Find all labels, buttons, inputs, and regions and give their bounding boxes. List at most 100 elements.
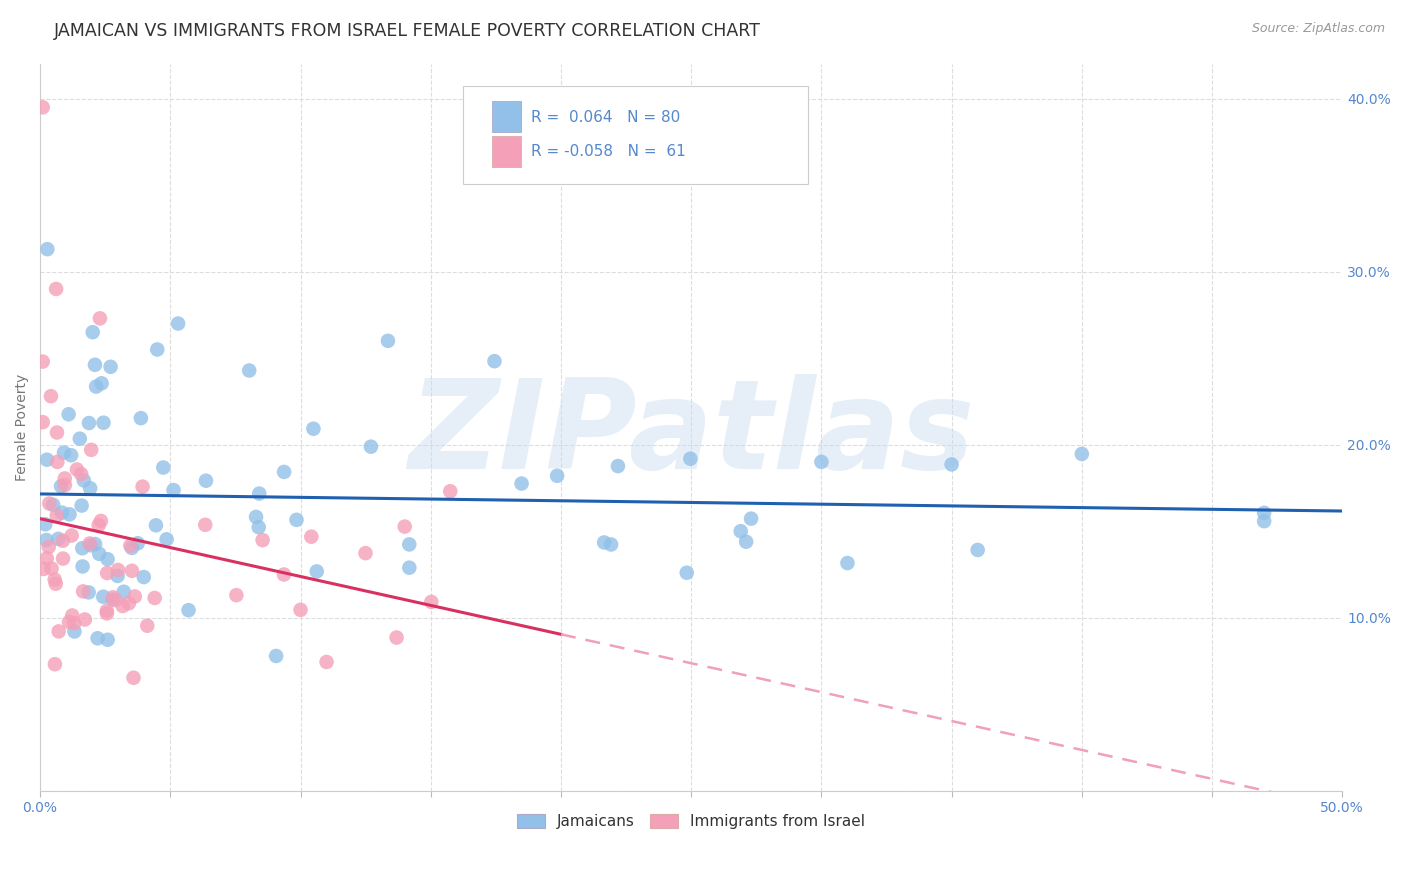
Point — [252, 533, 274, 548]
Point — [100, 359, 122, 374]
Point — [121, 564, 143, 578]
Point — [285, 513, 308, 527]
Point — [84, 379, 107, 393]
Point — [101, 592, 124, 607]
Point — [51, 506, 73, 520]
Point — [354, 546, 377, 560]
Point — [273, 567, 295, 582]
Text: R = -0.058   N =  61: R = -0.058 N = 61 — [531, 145, 686, 160]
Point — [121, 541, 143, 555]
Point — [58, 615, 80, 629]
Point — [44, 573, 66, 587]
Text: Source: ZipAtlas.com: Source: ZipAtlas.com — [1251, 22, 1385, 36]
Point — [35, 452, 58, 467]
Point — [97, 552, 120, 566]
Point — [305, 565, 328, 579]
Point — [31, 354, 53, 368]
Point — [32, 562, 55, 576]
Point — [80, 538, 103, 552]
Text: JAMAICAN VS IMMIGRANTS FROM ISRAEL FEMALE POVERTY CORRELATION CHART: JAMAICAN VS IMMIGRANTS FROM ISRAEL FEMAL… — [53, 22, 761, 40]
Point — [48, 624, 70, 639]
Point — [129, 411, 152, 425]
Point — [966, 543, 988, 558]
Point — [439, 484, 461, 499]
Point — [41, 561, 63, 575]
Point — [77, 585, 100, 599]
Point — [377, 334, 399, 348]
Legend: Jamaicans, Immigrants from Israel: Jamaicans, Immigrants from Israel — [512, 807, 872, 835]
Point — [1253, 506, 1275, 520]
Point — [63, 624, 86, 639]
Point — [735, 534, 758, 549]
Point — [194, 474, 217, 488]
Point — [38, 496, 60, 510]
Point — [45, 576, 67, 591]
Bar — [492, 136, 520, 167]
Point — [225, 588, 247, 602]
Point — [45, 282, 67, 296]
Point — [136, 618, 159, 632]
Point — [385, 631, 408, 645]
Y-axis label: Female Poverty: Female Poverty — [15, 374, 30, 481]
Point — [810, 455, 832, 469]
Point — [122, 671, 145, 685]
Point — [112, 584, 135, 599]
Point — [247, 486, 270, 500]
Point — [837, 556, 859, 570]
Point — [127, 536, 149, 550]
Point — [315, 655, 337, 669]
Point — [52, 551, 75, 566]
Point — [79, 536, 101, 550]
Point — [145, 518, 167, 533]
Point — [70, 499, 93, 513]
Point — [167, 317, 190, 331]
Point — [1253, 514, 1275, 528]
Point — [45, 508, 67, 523]
Point — [941, 458, 963, 472]
Point — [101, 591, 124, 605]
Point — [360, 440, 382, 454]
Point — [89, 311, 111, 326]
Point — [96, 607, 118, 621]
Point — [53, 471, 76, 485]
Point — [52, 445, 75, 459]
Point — [80, 442, 103, 457]
Point — [72, 559, 94, 574]
Point — [394, 519, 416, 533]
Point — [34, 517, 56, 532]
Point — [93, 416, 115, 430]
Point — [58, 407, 80, 421]
Point — [39, 389, 62, 403]
Point — [156, 533, 179, 547]
Point — [194, 517, 217, 532]
Point — [1070, 447, 1092, 461]
Point — [264, 648, 287, 663]
Point — [107, 569, 129, 583]
Point — [90, 376, 112, 391]
Point — [46, 455, 69, 469]
Point — [37, 242, 59, 256]
Point — [679, 451, 702, 466]
Point — [96, 604, 118, 618]
Point — [60, 608, 83, 623]
Point — [607, 459, 630, 474]
Point — [58, 508, 80, 522]
Point — [38, 540, 60, 554]
Point — [84, 358, 107, 372]
Point — [97, 632, 120, 647]
Point — [302, 422, 325, 436]
Point — [89, 547, 111, 561]
Point — [398, 560, 420, 574]
Point — [740, 511, 762, 525]
Point — [290, 603, 312, 617]
Point — [91, 590, 114, 604]
Point — [398, 537, 420, 551]
Point — [238, 363, 260, 377]
Point — [35, 533, 58, 547]
Point — [73, 612, 96, 626]
Point — [72, 584, 94, 599]
Point — [53, 478, 76, 492]
Point — [675, 566, 697, 580]
Point — [60, 448, 83, 462]
Point — [52, 533, 75, 548]
